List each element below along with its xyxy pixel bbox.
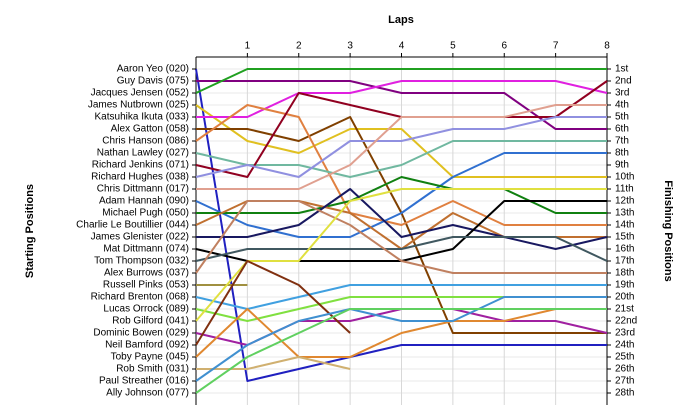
driver-label: Guy Davis (075) [117, 76, 189, 87]
y2-tick-label: 22nd [615, 316, 637, 327]
x-axis-title: Laps [388, 14, 414, 26]
driver-label: Alex Burrows (037) [104, 268, 189, 279]
y2-tick-label: 17th [615, 256, 634, 267]
driver-label: Ally Johnson (077) [106, 388, 189, 399]
x-tick-label: 1 [245, 41, 251, 52]
position-line [195, 104, 607, 178]
driver-label: Paul Streather (016) [99, 376, 189, 387]
driver-label: Adam Hannah (090) [99, 196, 189, 207]
position-line [195, 236, 608, 262]
position-line [196, 176, 607, 214]
position-line [196, 356, 351, 370]
driver-label: Richard Hughes (038) [91, 172, 189, 183]
driver-label: Rob Gilford (041) [112, 316, 189, 327]
driver-label: James Glenister (022) [91, 232, 189, 243]
position-line [195, 152, 607, 238]
position-line [195, 200, 607, 274]
driver-label: Toby Payne (045) [111, 352, 189, 363]
driver-label: Jacques Jensen (052) [91, 88, 189, 99]
position-line [195, 308, 607, 358]
driver-label: James Nutbrown (025) [88, 100, 189, 111]
y2-tick-label: 12th [615, 196, 634, 207]
y2-tick-label: 15th [615, 232, 634, 243]
x-tick-label: 2 [296, 41, 302, 52]
y2-tick-label: 16th [615, 244, 634, 255]
position-line [196, 104, 607, 190]
position-line [195, 284, 607, 310]
y2-tick-label: 2nd [615, 76, 632, 87]
driver-label: Nathan Lawley (027) [97, 148, 189, 159]
y2-tick-label: 4th [615, 100, 629, 111]
driver-label: Russell Pinks (053) [103, 280, 189, 291]
position-line [195, 308, 607, 394]
driver-label: Neil Bamford (092) [105, 340, 189, 351]
y2-tick-label: 20th [615, 292, 634, 303]
y2-tick-label: 18th [615, 268, 634, 279]
y2-tick-label: 3rd [615, 88, 629, 99]
y2-tick-label: 6th [615, 124, 629, 135]
driver-label: Chris Hanson (086) [102, 136, 189, 147]
driver-label: Richard Brenton (068) [91, 292, 189, 303]
driver-label: Dominic Bowen (029) [93, 328, 189, 339]
position-line [195, 140, 607, 178]
y2-tick-label: 9th [615, 160, 629, 171]
y2-tick-label: 28th [615, 388, 634, 399]
y2-tick-label: 5th [615, 112, 629, 123]
driver-label: Tom Thompson (032) [94, 256, 189, 267]
driver-label: Lucas Orrock (089) [103, 304, 189, 315]
y2-tick-label: 11th [615, 184, 634, 195]
x-tick-label: 5 [450, 41, 456, 52]
position-line [195, 104, 607, 226]
y2-tick-label: 27th [615, 376, 634, 387]
driver-label: Charlie Le Boutillier (044) [76, 220, 189, 231]
driver-label: Michael Pugh (050) [102, 208, 189, 219]
position-line [195, 260, 351, 346]
y-axis-title: Starting Positions [24, 184, 36, 278]
x-tick-label: 3 [347, 41, 353, 52]
position-line [196, 188, 608, 250]
position-line [195, 68, 607, 382]
driver-label: Katsuhika Ikuta (033) [95, 112, 190, 123]
driver-label: Richard Jenkins (071) [92, 160, 189, 171]
driver-label: Chris Dittmann (017) [97, 184, 189, 195]
y2-tick-label: 23rd [615, 328, 635, 339]
driver-label: Alex Gatton (058) [111, 124, 189, 135]
position-line [195, 296, 607, 382]
driver-label: Aaron Yeo (020) [117, 64, 189, 75]
position-line [195, 68, 607, 94]
x-tick-label: 7 [553, 41, 559, 52]
y2-tick-label: 1st [615, 64, 629, 75]
y2-axis-title: Finishing Positions [662, 180, 674, 281]
driver-label: Rob Smith (031) [116, 364, 189, 375]
y2-tick-label: 19th [615, 280, 634, 291]
y2-tick-label: 26th [615, 364, 634, 375]
x-tick-label: 6 [501, 41, 507, 52]
y2-tick-label: 8th [615, 148, 629, 159]
y2-tick-label: 14th [615, 220, 634, 231]
y2-tick-label: 10th [615, 172, 634, 183]
y2-tick-label: 25th [615, 352, 634, 363]
driver-label: Mat Dittmann (074) [103, 244, 189, 255]
y2-tick-label: 24th [615, 340, 634, 351]
x-tick-label: 4 [399, 41, 405, 52]
y2-tick-label: 7th [615, 136, 629, 147]
position-line [195, 188, 607, 322]
position-line [195, 116, 607, 178]
y2-tick-label: 21st [615, 304, 634, 315]
x-tick-label: 8 [604, 41, 610, 52]
y2-tick-label: 13th [615, 208, 634, 219]
